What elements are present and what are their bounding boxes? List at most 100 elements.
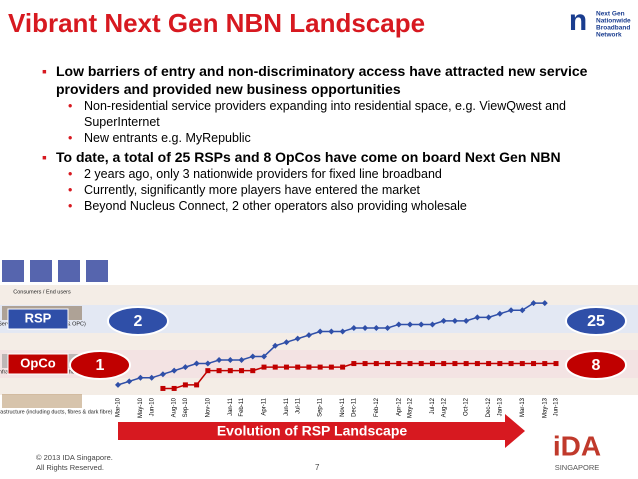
- x-tick-label: May-10: [138, 397, 144, 418]
- x-tick-label: Apr-12: [396, 397, 402, 416]
- point: [542, 361, 548, 367]
- point: [249, 353, 256, 360]
- bullet: Low barriers of entry and non-discrimina…: [42, 62, 626, 146]
- logo-text: Nationwide: [596, 18, 631, 25]
- callout: [107, 306, 169, 336]
- point: [407, 321, 413, 328]
- point: [227, 357, 234, 363]
- x-tick-label: May-13: [542, 397, 548, 418]
- title: Vibrant Next Gen NBN Landscape: [8, 8, 426, 38]
- x-tick-label: Sep-10: [183, 397, 189, 417]
- x-tick-label: Mar-10: [116, 397, 122, 417]
- icon: [86, 260, 108, 282]
- point: [216, 368, 222, 374]
- point: [463, 317, 470, 324]
- point: [541, 300, 548, 307]
- callout: [565, 350, 627, 380]
- point: [373, 361, 379, 367]
- layer-label: Consumers / End users: [13, 289, 71, 295]
- callout-label: 8: [592, 357, 601, 374]
- point: [250, 368, 256, 374]
- point: [205, 368, 211, 374]
- x-tick-label: Jan-11: [228, 397, 234, 416]
- point: [463, 361, 469, 367]
- x-tick-label: Jun-13: [554, 397, 560, 416]
- point: [305, 332, 312, 339]
- point: [519, 361, 525, 367]
- point: [362, 361, 368, 367]
- ida-sub: SINGAPORE: [555, 463, 600, 472]
- point: [261, 353, 267, 360]
- bullet-text: Low barriers of entry and non-discrimina…: [56, 63, 588, 97]
- footer: All Rights Reserved.: [36, 463, 104, 472]
- point: [441, 361, 447, 367]
- x-tick-label: May-12: [408, 397, 414, 418]
- point: [317, 328, 324, 335]
- point: [351, 361, 357, 367]
- arrow: [118, 414, 525, 448]
- callout-label: 2: [134, 313, 143, 330]
- point: [508, 307, 515, 314]
- rsp-band: [0, 305, 638, 333]
- sub-bullet: Non-residential service providers expand…: [64, 98, 626, 130]
- point: [126, 378, 133, 385]
- chart-title: Evolution of RSP Landscape: [217, 423, 408, 439]
- point: [508, 361, 514, 367]
- point: [283, 339, 290, 346]
- x-tick-label: Jun-11: [284, 397, 290, 416]
- point: [239, 368, 245, 374]
- point: [283, 364, 289, 370]
- point: [407, 361, 413, 367]
- x-tick-label: Aug-12: [441, 397, 447, 417]
- legend-label: OpCo: [20, 355, 55, 370]
- logo-text: Next Gen: [596, 11, 625, 18]
- point: [272, 364, 278, 370]
- point: [204, 360, 211, 367]
- point: [497, 361, 503, 367]
- point: [182, 364, 189, 371]
- x-tick-label: Jul-12: [430, 397, 436, 414]
- point: [160, 385, 166, 391]
- bullet-text: To date, a total of 25 RSPs and 8 OpCos …: [56, 149, 561, 165]
- point: [171, 367, 178, 374]
- x-tick-label: Feb-11: [239, 397, 245, 416]
- point: [418, 361, 424, 367]
- logo: [560, 4, 632, 54]
- point: [148, 374, 155, 381]
- point: [519, 307, 526, 314]
- sub-bullet: Beyond Nucleus Connect, 2 other operator…: [64, 198, 626, 214]
- point: [294, 335, 301, 342]
- callout: [69, 350, 131, 380]
- bullet: To date, a total of 25 RSPs and 8 OpCos …: [42, 148, 626, 214]
- x-tick-label: Nov-10: [205, 397, 211, 417]
- point: [440, 317, 447, 324]
- point: [385, 361, 391, 367]
- point: [194, 382, 200, 388]
- point: [350, 325, 357, 331]
- ida-logo: iDA: [553, 430, 601, 461]
- point: [171, 385, 177, 391]
- point: [531, 361, 537, 367]
- point: [295, 364, 301, 370]
- point: [485, 314, 492, 321]
- point: [362, 325, 369, 331]
- x-tick-label: Apr-11: [262, 397, 268, 415]
- point: [553, 361, 559, 367]
- point: [261, 364, 267, 370]
- logo-text: Broadband: [596, 25, 630, 32]
- legend-label: RSP: [25, 310, 52, 325]
- icon: [2, 394, 82, 408]
- point: [474, 314, 481, 321]
- point: [115, 381, 121, 388]
- point: [418, 321, 425, 328]
- sub-bullet: Currently, significantly more players ha…: [64, 182, 626, 198]
- point: [193, 360, 200, 367]
- point: [182, 382, 188, 388]
- x-tick-label: Sep-11: [318, 397, 324, 417]
- point: [216, 357, 223, 363]
- x-tick-label: Dec-11: [351, 397, 357, 417]
- point: [451, 317, 458, 324]
- legend-box: [7, 308, 69, 330]
- callout: [565, 306, 627, 336]
